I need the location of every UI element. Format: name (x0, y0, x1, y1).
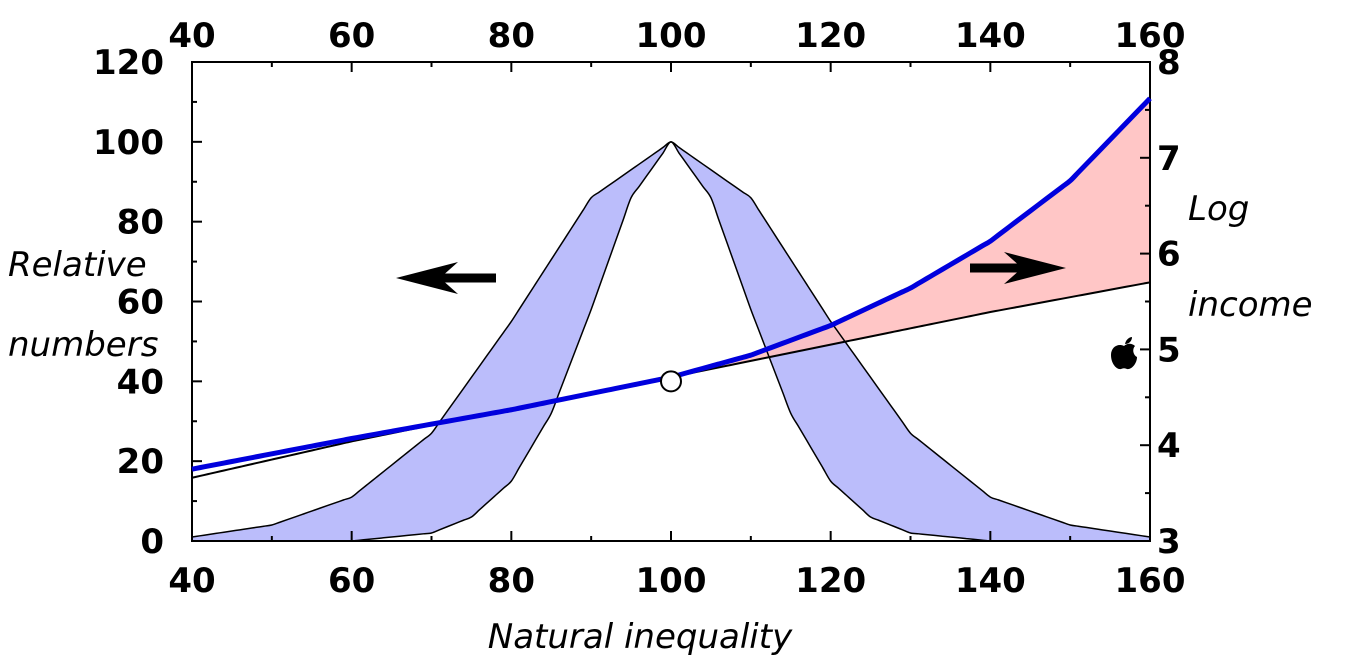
income-gap-area (671, 98, 1150, 378)
axes-layer (191, 61, 1151, 542)
x-tick-label-bottom: 160 (1115, 561, 1186, 601)
y-right-tick-label: 7 (1157, 139, 1181, 179)
right-arrow-head (1004, 252, 1066, 284)
apple-icon-body (1111, 343, 1137, 370)
y-right-tick-label: 5 (1157, 330, 1181, 370)
apple-icon-leaf (1125, 337, 1132, 344)
x-tick-label-top: 160 (1115, 16, 1186, 56)
x-axis-title: Natural inequality (488, 617, 793, 657)
x-tick-label-bottom: 120 (795, 561, 866, 601)
y-left-tick-label: 80 (117, 203, 164, 243)
x-tick-label-top: 60 (328, 16, 375, 56)
distribution-inner-curve (191, 141, 1150, 542)
x-tick-label-top: 40 (168, 16, 215, 56)
x-tick-label-top: 100 (636, 16, 707, 56)
x-tick-label-top: 140 (955, 16, 1026, 56)
apple-icon (1111, 337, 1137, 370)
y-left-axis-title: numbers (8, 325, 158, 365)
crossover-marker (660, 370, 682, 393)
distribution-band (192, 141, 1150, 542)
y-right-tick-label: 6 (1157, 235, 1181, 275)
y-right-tick-label: 8 (1157, 43, 1181, 83)
fill-layer (192, 98, 1150, 542)
x-tick-label-bottom: 60 (328, 561, 375, 601)
y-right-axis-title: Log (1188, 189, 1249, 229)
y-left-tick-label: 0 (140, 522, 164, 562)
left-arrow-head (396, 262, 458, 294)
y-left-tick-label: 60 (117, 283, 164, 323)
label-layer: 40 40 60 60 80 80 100 100 120 120 140 140 160 160 0 20 4… (8, 16, 1313, 657)
y-left-tick-label: 20 (117, 442, 164, 482)
y-right-tick-label: 4 (1157, 426, 1181, 466)
line-layer (191, 96, 1152, 542)
y-right-tick-label: 3 (1157, 522, 1181, 562)
x-tick-label-bottom: 40 (168, 561, 215, 601)
x-tick-label-top: 120 (795, 16, 866, 56)
x-tick-label-bottom: 80 (488, 561, 535, 601)
y-right-axis-title: income (1188, 285, 1313, 325)
y-left-tick-label: 100 (93, 123, 164, 163)
x-tick-label-bottom: 100 (636, 561, 707, 601)
y-left-axis-title: Relative (8, 245, 147, 285)
distribution-outer-curve (191, 141, 1151, 538)
y-left-tick-label: 40 (117, 362, 164, 402)
x-tick-label-top: 80 (488, 16, 535, 56)
x-tick-label-bottom: 140 (955, 561, 1026, 601)
y-left-tick-label: 120 (93, 43, 164, 83)
